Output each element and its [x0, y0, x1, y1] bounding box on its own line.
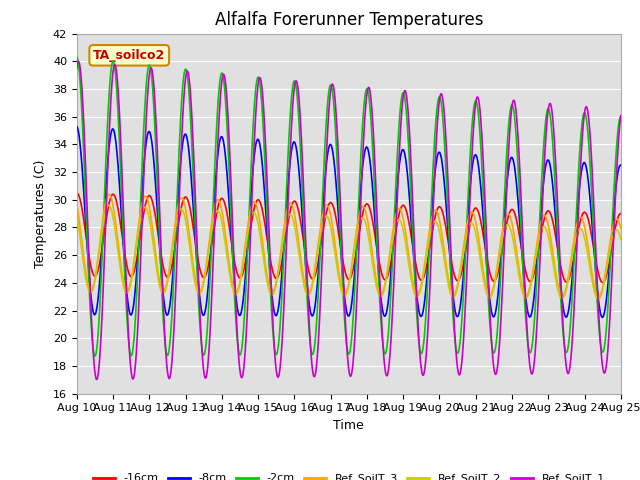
-8cm	[304, 287, 312, 292]
-16cm	[115, 211, 123, 216]
Ref_SoilT_3	[595, 293, 602, 299]
Y-axis label: Temperatures (C): Temperatures (C)	[35, 159, 47, 268]
Ref_SoilT_3	[617, 226, 625, 231]
Ref_SoilT_3	[115, 249, 123, 255]
Ref_SoilT_2	[325, 217, 333, 223]
Ref_SoilT_1	[316, 316, 323, 322]
Ref_SoilT_1	[73, 66, 81, 72]
-2cm	[91, 353, 99, 359]
-8cm	[598, 314, 606, 320]
-2cm	[73, 54, 81, 60]
Ref_SoilT_2	[115, 257, 123, 263]
Line: Ref_SoilT_2: Ref_SoilT_2	[77, 205, 621, 299]
-8cm	[617, 162, 625, 168]
-16cm	[304, 263, 312, 268]
-8cm	[315, 263, 323, 268]
Ref_SoilT_2	[617, 237, 625, 242]
-16cm	[73, 190, 81, 196]
-16cm	[137, 228, 145, 233]
-2cm	[138, 179, 145, 184]
Line: -2cm: -2cm	[77, 57, 621, 356]
Ref_SoilT_2	[383, 275, 390, 280]
-8cm	[137, 204, 145, 209]
Ref_SoilT_1	[116, 114, 124, 120]
-2cm	[325, 87, 333, 93]
Ref_SoilT_1	[93, 377, 100, 383]
Ref_SoilT_2	[138, 212, 145, 218]
Ref_SoilT_2	[304, 292, 312, 298]
-2cm	[316, 270, 323, 276]
-2cm	[617, 114, 625, 120]
Ref_SoilT_3	[383, 272, 390, 277]
Ref_SoilT_2	[316, 240, 323, 245]
-8cm	[73, 124, 81, 130]
Ref_SoilT_1	[305, 303, 312, 309]
Line: -8cm: -8cm	[77, 127, 621, 317]
Text: TA_soilco2: TA_soilco2	[93, 49, 165, 62]
Ref_SoilT_3	[73, 201, 81, 207]
-16cm	[617, 211, 625, 216]
Title: Alfalfa Forerunner Temperatures: Alfalfa Forerunner Temperatures	[214, 11, 483, 29]
-8cm	[325, 145, 333, 151]
Ref_SoilT_3	[105, 192, 113, 197]
-2cm	[115, 136, 123, 142]
-16cm	[315, 255, 323, 261]
-2cm	[383, 346, 390, 351]
Ref_SoilT_3	[316, 233, 323, 239]
Ref_SoilT_2	[73, 213, 81, 219]
Ref_SoilT_2	[595, 296, 602, 302]
-8cm	[383, 310, 390, 316]
Ref_SoilT_3	[138, 204, 145, 209]
Ref_SoilT_1	[383, 373, 391, 379]
-16cm	[325, 202, 333, 208]
Legend: -16cm, -8cm, -2cm, Ref_SoilT_3, Ref_SoilT_2, Ref_SoilT_1: -16cm, -8cm, -2cm, Ref_SoilT_3, Ref_Soil…	[88, 469, 609, 480]
Line: Ref_SoilT_1: Ref_SoilT_1	[77, 61, 621, 380]
-2cm	[304, 312, 312, 317]
-16cm	[599, 280, 607, 286]
Ref_SoilT_2	[105, 203, 113, 208]
Ref_SoilT_1	[326, 100, 333, 106]
Ref_SoilT_1	[617, 113, 625, 119]
Ref_SoilT_1	[75, 59, 83, 64]
-8cm	[115, 174, 123, 180]
Line: -16cm: -16cm	[77, 193, 621, 283]
Ref_SoilT_1	[138, 227, 146, 232]
Ref_SoilT_3	[304, 289, 312, 295]
Ref_SoilT_3	[325, 206, 333, 212]
X-axis label: Time: Time	[333, 419, 364, 432]
-16cm	[383, 276, 390, 282]
Line: Ref_SoilT_3: Ref_SoilT_3	[77, 194, 621, 296]
